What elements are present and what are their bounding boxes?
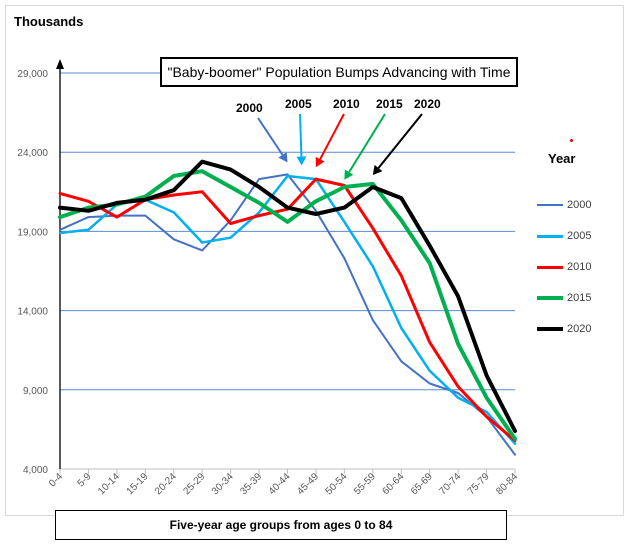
legend-swatch-2015 bbox=[537, 296, 563, 300]
legend-label-2020: 2020 bbox=[567, 323, 592, 335]
series-line-2020 bbox=[58, 159, 517, 433]
x-tick-label: 65-69 bbox=[409, 471, 435, 497]
x-tick-label: 60-64 bbox=[381, 471, 407, 497]
y-tick-label: 14,000 bbox=[17, 307, 48, 318]
x-tick-label: 15-19 bbox=[125, 471, 151, 497]
legend-item-2000: 2000 bbox=[537, 197, 627, 213]
series-line-2000 bbox=[59, 173, 516, 456]
legend-title: Year bbox=[548, 151, 576, 166]
legend-swatch-2020 bbox=[537, 327, 563, 331]
x-tick-label: 30-34 bbox=[210, 471, 236, 497]
annotation-arrowhead-2005 bbox=[296, 156, 307, 166]
x-tick-label: 70-74 bbox=[437, 471, 463, 497]
legend-label-2010: 2010 bbox=[567, 261, 592, 273]
x-tick-label: 75-79 bbox=[466, 471, 492, 497]
annotation-2010: 2010 bbox=[333, 97, 360, 111]
legend-label-2005: 2005 bbox=[567, 230, 592, 242]
x-tick-label: 80-84 bbox=[494, 471, 520, 497]
legend-item-2020: 2020 bbox=[537, 321, 627, 337]
x-tick-label: 5-9 bbox=[76, 471, 94, 489]
annotation-arrowhead-2020 bbox=[372, 164, 383, 176]
y-tick-label: 24,000 bbox=[17, 148, 48, 159]
legend-label-2015: 2015 bbox=[567, 292, 592, 304]
legend-item-2010: 2010 bbox=[537, 259, 627, 275]
annotation-arrow-2000 bbox=[257, 117, 284, 156]
annotation-2005: 2005 bbox=[285, 97, 312, 111]
x-tick-label: 10-14 bbox=[96, 471, 122, 497]
annotation-2015: 2015 bbox=[376, 97, 403, 111]
y-tick-label: 19,000 bbox=[17, 227, 48, 238]
x-tick-label: 35-39 bbox=[238, 471, 264, 497]
x-tick-label: 50-54 bbox=[324, 471, 350, 497]
legend-item-2015: 2015 bbox=[537, 290, 627, 306]
y-tick-label: 9,000 bbox=[23, 386, 48, 397]
annotation-2020: 2020 bbox=[414, 97, 441, 111]
x-tick-label: 0-4 bbox=[47, 471, 65, 489]
legend-swatch-2010 bbox=[537, 265, 563, 269]
y-axis-arrow bbox=[56, 59, 64, 69]
x-tick-label: 55-59 bbox=[352, 471, 378, 497]
legend-swatch-2000 bbox=[537, 204, 563, 206]
x-axis-title: Five-year age groups from ages 0 to 84 bbox=[55, 510, 507, 540]
y-axis-title: Thousands bbox=[14, 14, 84, 29]
y-tick-label: 29,000 bbox=[17, 69, 48, 80]
legend-swatch-2005 bbox=[537, 234, 563, 238]
annotation-arrow-2015 bbox=[348, 113, 386, 173]
annotation-arrow-2005 bbox=[299, 113, 303, 157]
annotation-arrowhead-2015 bbox=[344, 169, 354, 180]
annotation-2000: 2000 bbox=[236, 101, 263, 115]
legend-label-2000: 2000 bbox=[567, 199, 592, 211]
x-tick-label: 25-29 bbox=[181, 471, 207, 497]
annotation-arrowhead-2010 bbox=[315, 156, 325, 168]
annotation-arrowhead-2000 bbox=[278, 152, 288, 163]
legend-item-2005: 2005 bbox=[537, 228, 627, 244]
chart-title: "Baby-boomer" Population Bumps Advancing… bbox=[160, 57, 518, 87]
x-tick-label: 20-24 bbox=[153, 471, 179, 497]
legend-marker-dot bbox=[570, 139, 573, 142]
annotation-arrow-2010 bbox=[319, 113, 345, 160]
annotation-arrow-2020 bbox=[377, 113, 423, 169]
x-tick-label: 40-44 bbox=[267, 471, 293, 497]
x-tick-label: 45-49 bbox=[295, 471, 321, 497]
y-tick-label: 4,000 bbox=[23, 465, 48, 476]
